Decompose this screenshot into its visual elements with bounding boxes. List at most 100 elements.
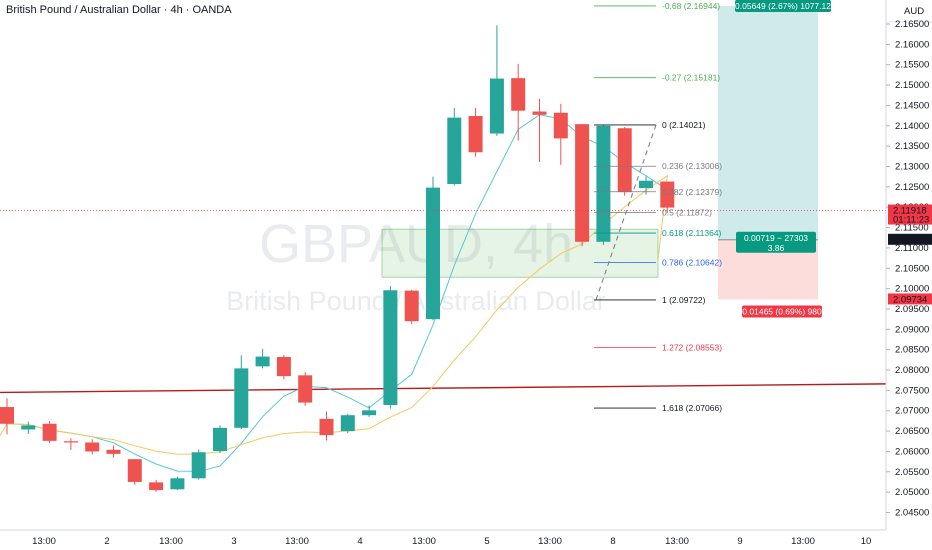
time-tick-label: 3 <box>231 536 236 547</box>
candle[interactable] <box>85 439 100 455</box>
candle[interactable] <box>660 181 675 213</box>
candle-body <box>511 78 526 111</box>
fib-level-label: 1.618 (2.07066) <box>662 403 722 413</box>
profit-zone[interactable] <box>718 5 818 240</box>
candle-body <box>191 452 206 479</box>
chart-title: British Pound / Australian Dollar · 4h ·… <box>6 4 232 16</box>
price-tick-label: 2.09000 <box>895 324 929 335</box>
fib-level-label: 0.236 (2.13006) <box>662 161 722 171</box>
time-axis[interactable]: 13:00 2 13:00 3 13:00 4 13:00 5 13:00 8 13:00 9 13:0… <box>0 529 886 547</box>
time-tick-label: 13:00 <box>791 536 815 547</box>
price-axis[interactable]: AUD 2.16500 2.16000 2.15500 2.15000 2.14500 2.… <box>885 0 932 550</box>
candle-body <box>340 415 355 432</box>
candle[interactable] <box>298 372 313 406</box>
time-tick-label: 13:00 <box>159 536 183 547</box>
candle[interactable] <box>404 289 419 325</box>
candle-body <box>0 407 14 424</box>
candle[interactable] <box>170 476 185 491</box>
price-tick-label: 2.07000 <box>895 406 929 417</box>
fib-level-label: 1.272 (2.08553) <box>662 343 722 353</box>
candle[interactable] <box>0 398 14 435</box>
slow-moving-average[interactable] <box>0 174 668 455</box>
candle-body <box>468 116 483 153</box>
candle[interactable] <box>276 354 291 380</box>
candle[interactable] <box>617 127 632 196</box>
resistance-line[interactable] <box>0 383 886 394</box>
candle[interactable] <box>191 449 206 480</box>
fib-level-label: 0.618 (2.11364) <box>662 228 722 238</box>
candle-body <box>660 181 675 208</box>
candle[interactable] <box>340 413 355 434</box>
currency-label: AUD <box>904 6 924 17</box>
candle[interactable] <box>468 107 483 157</box>
candle[interactable] <box>532 98 547 163</box>
stop-badge[interactable]: 0.01465 (0.69%) 980 <box>742 305 822 318</box>
fib-level-label: -0.68 (2.16944) <box>662 1 720 11</box>
stop-badge-text: 0.01465 (0.69%) 980 <box>742 306 822 316</box>
price-tick-label: 2.08500 <box>895 345 929 356</box>
current-price-label-text: 01:11:23 <box>893 215 929 226</box>
candle-body <box>383 290 398 406</box>
fib-level-label: 0.5 (2.11872) <box>662 207 712 217</box>
candle[interactable] <box>362 405 377 417</box>
candle-body <box>532 111 547 115</box>
time-tick-label: 10 <box>861 536 872 547</box>
candle[interactable] <box>575 124 590 247</box>
current-price-label-bg <box>888 204 932 225</box>
price-tick-label: 2.08000 <box>895 365 929 376</box>
candle-body <box>426 187 440 320</box>
price-tick-label: 2.13500 <box>895 141 929 152</box>
price-tick-label: 2.11500 <box>895 223 929 234</box>
candle[interactable] <box>63 438 78 450</box>
candle[interactable] <box>21 421 36 434</box>
price-tick-label: 2.06500 <box>895 426 929 437</box>
candle-body <box>639 180 653 189</box>
fib-level-label: 0 (2.14021) <box>662 120 706 130</box>
demand-zone[interactable] <box>381 228 659 278</box>
fib-trend-line[interactable] <box>595 124 657 301</box>
candle[interactable] <box>319 411 334 441</box>
candle[interactable] <box>234 355 249 430</box>
candle-body <box>127 459 142 482</box>
price-tick-label: 2.05500 <box>895 467 929 478</box>
fib-level-label: 1 (2.09722) <box>662 295 706 305</box>
price-tick-label: 2.04500 <box>895 507 929 518</box>
fast-moving-average[interactable] <box>0 114 668 472</box>
candle-body <box>575 124 590 242</box>
time-tick-label: 13:00 <box>665 536 689 547</box>
candle[interactable] <box>42 420 57 444</box>
candle[interactable] <box>489 25 504 136</box>
time-tick-label: 9 <box>737 536 742 547</box>
entry-price-label-bg <box>888 233 932 245</box>
candle-body <box>21 425 36 430</box>
entry-badge-bg <box>736 231 816 253</box>
current-price-label-text: 2.11918 <box>893 206 927 217</box>
candle-body <box>447 117 462 184</box>
candle[interactable] <box>596 124 611 246</box>
candle-body <box>106 449 121 454</box>
candle[interactable] <box>149 479 164 492</box>
time-tick-label: 4 <box>357 536 362 547</box>
candle[interactable] <box>383 286 398 409</box>
time-tick-label: 5 <box>484 536 489 547</box>
candle-body <box>255 356 270 367</box>
price-tick-label: 2.07500 <box>895 385 929 396</box>
target-badge-text: 0.05649 (2.67%) 1077.12 <box>735 1 831 11</box>
candle[interactable] <box>447 107 462 186</box>
entry-badge-text: 0.00719 − 27303 <box>744 233 808 243</box>
time-tick-label: 13:00 <box>412 536 436 547</box>
candle-body <box>489 78 504 134</box>
candle[interactable] <box>213 425 227 454</box>
entry-price-label-text: 2.11199 <box>893 235 926 246</box>
candle[interactable] <box>255 348 270 369</box>
candle-body <box>276 356 291 377</box>
candle[interactable] <box>426 176 440 321</box>
candle[interactable] <box>127 459 142 485</box>
target-badge[interactable]: 0.05649 (2.67%) 1077.12 <box>735 0 831 12</box>
candle-body <box>362 410 377 416</box>
candle[interactable] <box>553 103 568 165</box>
candle[interactable] <box>106 445 121 458</box>
candle[interactable] <box>511 63 526 141</box>
